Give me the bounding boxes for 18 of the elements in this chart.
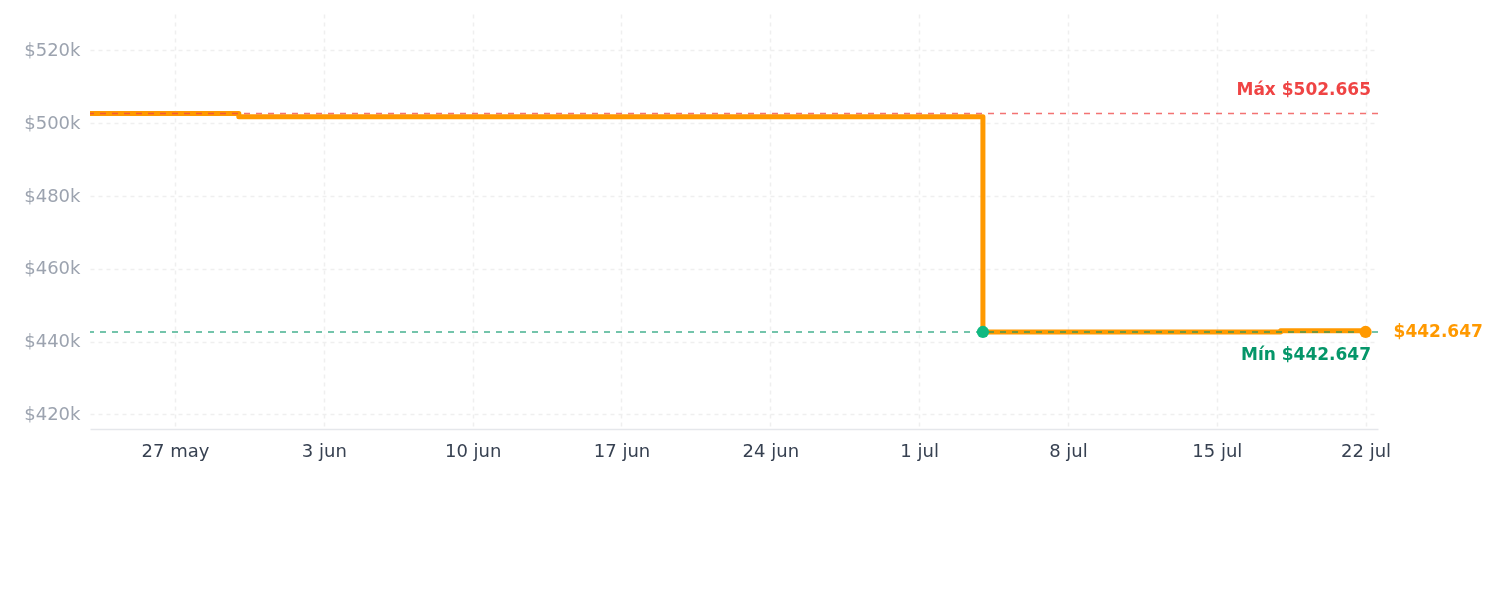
x-tick-label: 24 jun: [742, 439, 800, 461]
x-tick-label: 10 jun: [444, 439, 502, 461]
y-tick-label: $460k: [24, 257, 82, 279]
y-tick-label: $480k: [24, 184, 82, 206]
x-tick-label: 22 jul: [1341, 439, 1392, 461]
x-tick-label: 15 jul: [1192, 439, 1243, 461]
y-tick-label: $520k: [24, 38, 82, 60]
y-tick-label: $420k: [24, 402, 82, 424]
x-tick-label: 1 jul: [900, 439, 939, 461]
ref-line-label: Máx $502.665: [1236, 78, 1371, 99]
x-tick-label: 3 jun: [301, 439, 347, 461]
x-tick-label: 8 jul: [1049, 439, 1088, 461]
x-tick-label: 17 jun: [593, 439, 651, 461]
ref-line-label: Mín $442.647: [1240, 344, 1371, 364]
y-tick-label: $500k: [24, 111, 82, 133]
x-tick-label: 27 may: [141, 439, 210, 461]
y-tick-label: $440k: [24, 330, 82, 352]
data-label: $442.647: [1393, 321, 1483, 341]
